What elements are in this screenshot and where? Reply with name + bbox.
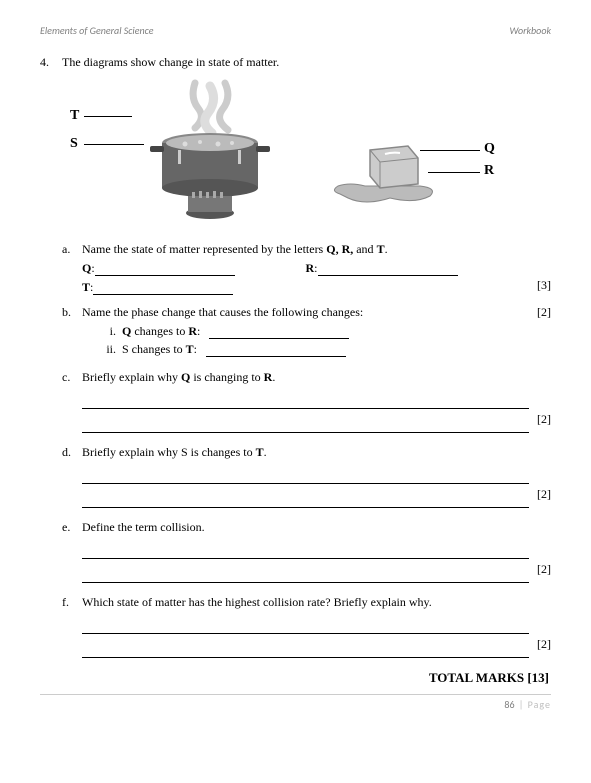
part-e: e. Define the term collision. [2] [62,520,551,583]
part-d: d. Briefly explain why S is changes to T… [62,445,551,508]
page-header: Elements of General Science Workbook [40,24,551,37]
diagram-label-s: S [70,136,78,152]
part-c-prompt: Briefly explain why Q is changing to R. [82,370,529,385]
part-b-i: i. Q changes to R: [102,324,529,339]
diagram-label-r: R [484,163,494,179]
part-a-qr-row: Q: R: [82,261,529,276]
part-d-letter: d. [62,445,82,508]
question-number: 4. [40,55,62,70]
part-e-mark: [2] [537,562,551,577]
page-number: 86 [504,698,514,711]
part-d-line1[interactable] [82,468,529,484]
part-b-letter: b. [62,305,82,360]
part-e-letter: e. [62,520,82,583]
question-text: The diagrams show change in state of mat… [62,55,551,70]
diagram-label-t: T [70,108,79,124]
field-r-label: R [306,261,315,275]
part-d-prompt: Briefly explain why S is changes to T. [82,445,529,460]
part-c-mark: [2] [537,412,551,427]
part-f-body: Which state of matter has the highest co… [82,595,551,658]
part-f-prompt: Which state of matter has the highest co… [82,595,529,610]
field-t[interactable] [93,281,233,295]
total-marks: TOTAL MARKS [13] [40,670,549,686]
part-f-letter: f. [62,595,82,658]
part-e-prompt: Define the term collision. [82,520,529,535]
part-b: b. Name the phase change that causes the… [62,305,551,360]
part-d-line2[interactable] [82,492,529,508]
part-c-body: Briefly explain why Q is changing to R. [82,370,551,433]
part-e-body: Define the term collision. [82,520,551,583]
footer-sep: | [519,698,524,711]
part-e-line2[interactable] [82,567,529,583]
question-4: 4. The diagrams show change in state of … [40,55,551,70]
part-f-line1[interactable] [82,618,529,634]
part-a: a. Name the state of matter represented … [62,242,551,295]
page-word: Page [528,698,551,711]
field-b-ii[interactable] [206,343,346,357]
part-a-mark: [3] [537,278,551,293]
part-c-letter: c. [62,370,82,433]
field-t-label: T [82,280,90,294]
pot-diagram [100,78,300,228]
part-b-mark: [2] [537,305,551,320]
diagram-area: T S Q R [70,78,551,228]
ice-diagram [330,136,460,216]
part-f-line2[interactable] [82,642,529,658]
field-q[interactable] [95,262,235,276]
field-q-label: Q [82,261,91,275]
part-a-t-row: T: [82,280,529,295]
part-a-body: Name the state of matter represented by … [82,242,551,295]
part-e-line1[interactable] [82,543,529,559]
diagram-label-q: Q [484,141,495,157]
header-left: Elements of General Science [40,24,154,37]
field-b-i[interactable] [209,325,349,339]
part-c-line2[interactable] [82,417,529,433]
part-a-letter: a. [62,242,82,295]
page-footer: 86 | Page [40,694,551,711]
diagram-line-s [84,144,144,145]
part-f: f. Which state of matter has the highest… [62,595,551,658]
part-d-body: Briefly explain why S is changes to T. [82,445,551,508]
diagram-line-q [420,150,480,151]
field-r[interactable] [318,262,458,276]
part-c-line1[interactable] [82,393,529,409]
part-a-prompt: Name the state of matter represented by … [82,242,529,257]
part-b-prompt: Name the phase change that causes the fo… [82,305,529,320]
part-b-body: Name the phase change that causes the fo… [82,305,551,360]
diagram-line-t [84,116,132,117]
part-b-ii: ii. S changes to T: [102,342,529,357]
part-f-mark: [2] [537,637,551,652]
part-c: c. Briefly explain why Q is changing to … [62,370,551,433]
part-d-mark: [2] [537,487,551,502]
header-right: Workbook [509,24,551,37]
diagram-line-r [428,172,480,173]
